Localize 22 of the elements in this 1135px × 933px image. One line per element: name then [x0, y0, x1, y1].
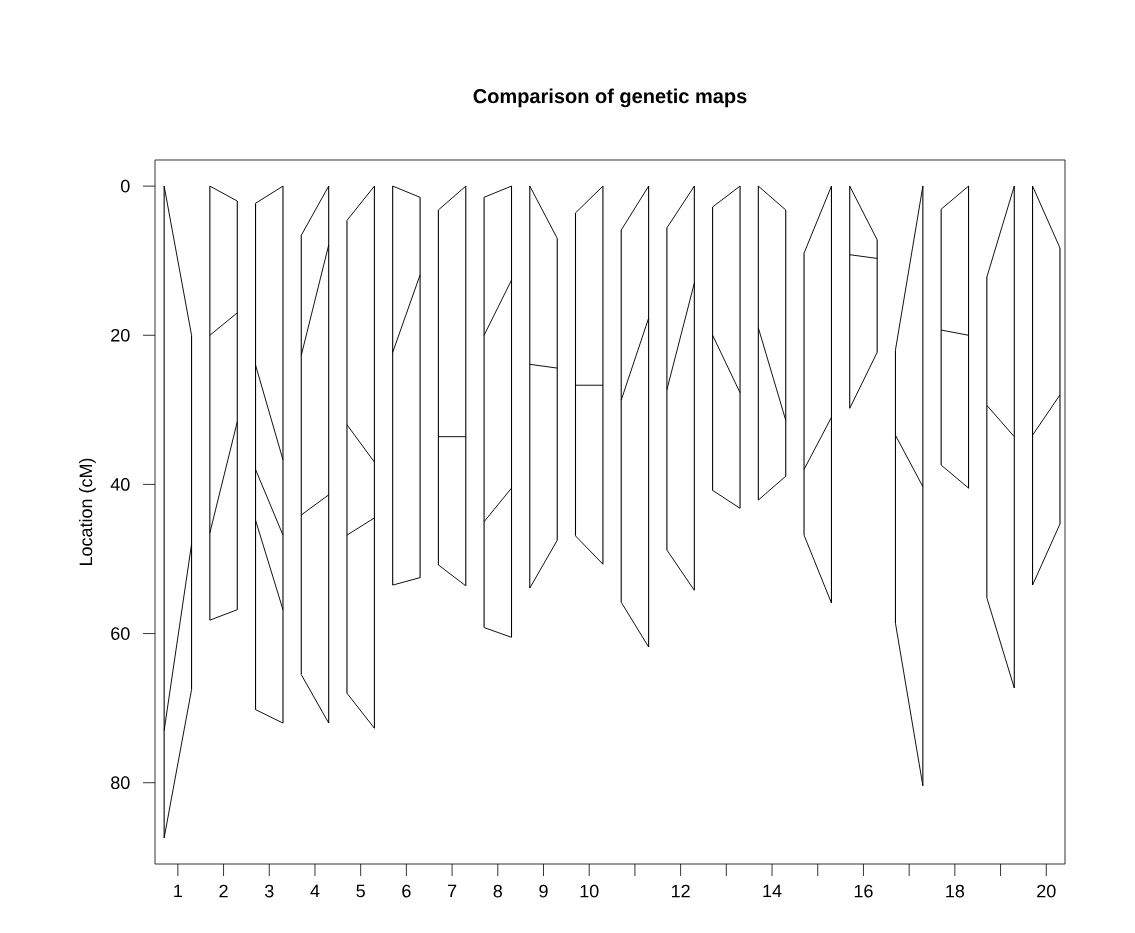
x-tick-label: 2	[219, 884, 228, 898]
x-tick-label: 6	[402, 884, 411, 898]
x-tick-label: 16	[854, 884, 873, 898]
x-tick-label: 1	[174, 884, 182, 898]
x-tick-label: 3	[264, 884, 274, 898]
x-tick-label: 4	[310, 884, 320, 898]
y-tick-label: 20	[111, 328, 130, 342]
chart-title: Comparison of genetic maps	[473, 88, 747, 108]
y-tick-label: 40	[110, 478, 130, 491]
x-tick-label: 12	[671, 884, 690, 898]
y-tick-label: 0	[120, 179, 130, 193]
x-tick-label: 20	[1037, 884, 1056, 898]
x-tick-label: 14	[763, 884, 782, 898]
y-tick-label: 60	[111, 627, 130, 640]
x-tick-label: 18	[946, 884, 965, 898]
x-tick-label: 7	[448, 884, 457, 898]
x-tick-label: 10	[580, 884, 599, 898]
x-tick-label: 5	[356, 884, 365, 898]
y-axis-title: Location (cM)	[79, 458, 96, 566]
x-tick-label: 9	[539, 884, 548, 898]
x-tick-label: 8	[493, 884, 503, 898]
y-tick-label: 80	[111, 776, 130, 790]
